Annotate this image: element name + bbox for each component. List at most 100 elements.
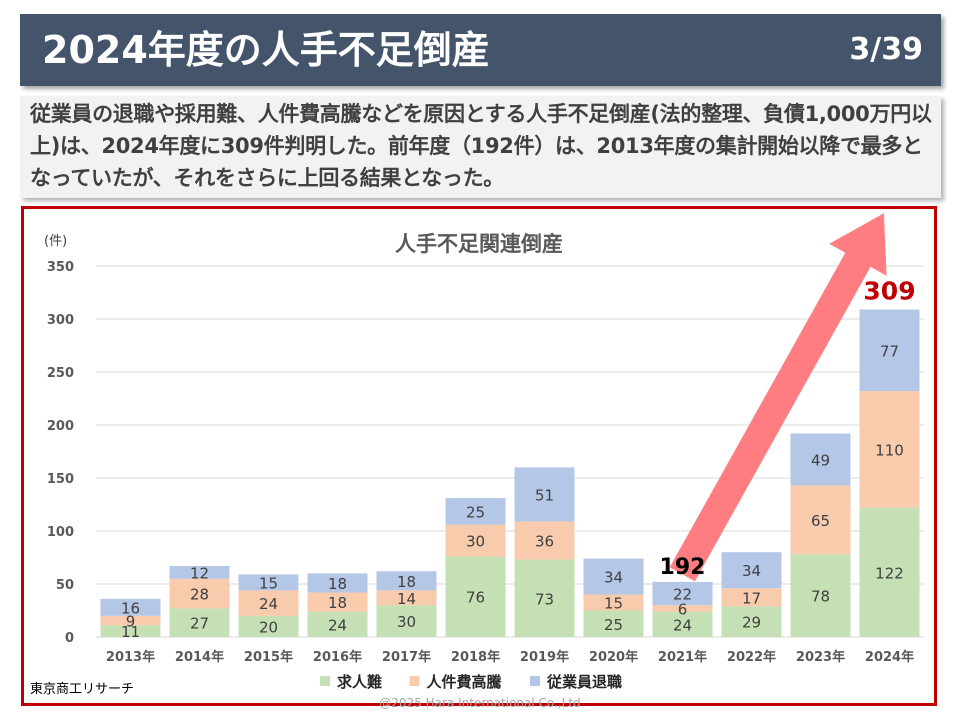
bar-segment: [238, 574, 299, 591]
x-tick-label: 2021年: [658, 649, 707, 665]
data-label: 18: [397, 573, 416, 591]
data-label: 18: [328, 594, 347, 612]
data-label: 51: [535, 486, 554, 504]
bar-segment: [376, 571, 437, 591]
data-label: 20: [259, 618, 278, 636]
bar-segment: [790, 433, 851, 486]
y-tick-label: 50: [56, 578, 74, 593]
legend-swatch: [320, 676, 330, 686]
legend: 求人難 人件費高騰 従業員退職: [320, 673, 622, 691]
data-label: 28: [190, 586, 209, 604]
y-tick-label: 100: [47, 525, 74, 540]
label-layer: 119162013年2728122014年2024152015年24181820…: [106, 276, 916, 665]
data-label: 18: [328, 575, 347, 593]
x-tick-label: 2024年: [865, 649, 914, 665]
bar-segment: [100, 625, 161, 637]
data-label: 65: [811, 512, 830, 530]
data-label: 34: [742, 562, 761, 580]
trend-arrow: [669, 213, 887, 582]
data-label: 16: [121, 599, 140, 617]
copyright-text: @2025 Hara International Co.,Ltd: [379, 696, 581, 710]
bar-segment: [100, 615, 161, 626]
legend-swatch: [409, 676, 420, 686]
data-label: 27: [190, 615, 209, 633]
data-label: 29: [742, 614, 761, 632]
bar-segment: [169, 565, 230, 579]
bar-segment: [514, 521, 575, 560]
bar-segment: [514, 559, 575, 637]
x-tick-label: 2019年: [520, 649, 569, 665]
x-tick-label: 2023年: [796, 649, 845, 665]
bar-segment: [100, 598, 161, 616]
data-label: 24: [673, 616, 692, 634]
bar-segment: [307, 573, 368, 593]
data-label: 36: [535, 533, 554, 551]
bar-layer: [100, 309, 920, 637]
bar-segment: [376, 605, 437, 637]
bar-segment: [721, 552, 782, 589]
bar-segment: [652, 605, 713, 612]
trend-arrow-layer: [669, 213, 887, 582]
summary-text: 従業員の退職や採用難、人件費高騰などを原因とする人手不足倒産(法的整理、負債1,…: [30, 102, 932, 190]
data-label: 12: [190, 564, 209, 582]
bar-segment: [721, 606, 782, 637]
x-tick-label: 2018年: [451, 649, 500, 665]
y-tick-label: 250: [47, 366, 74, 381]
data-label: 30: [397, 613, 416, 631]
bar-segment: [169, 578, 230, 609]
y-tick-label: 200: [47, 419, 74, 434]
bar-segment: [445, 498, 506, 525]
bar-segment: [859, 507, 920, 637]
data-label: 78: [811, 588, 830, 606]
slide-title: 2024年度の人手不足倒産: [42, 28, 490, 72]
legend-label: 人件費高騰: [427, 673, 503, 691]
data-label: 11: [121, 623, 140, 641]
y-axis-unit-label: (件): [44, 234, 67, 249]
data-label: 49: [811, 451, 830, 469]
bar-segment: [238, 615, 299, 637]
bar-segment: [583, 558, 644, 595]
bar-segment: [790, 554, 851, 637]
chart-frame: 0 50 100 150 200 250 300 350 11 9 16 2013年 27 28 12 20…: [21, 206, 937, 706]
bar-segment: [859, 391, 920, 508]
data-label: 77: [880, 342, 899, 360]
bar-segment: [445, 556, 506, 637]
bar-segment: [307, 611, 368, 637]
total-annotation: 309: [863, 276, 915, 305]
bar-segment: [307, 592, 368, 612]
data-label: 24: [328, 616, 347, 634]
chart-title: 人手不足関連倒産: [395, 232, 563, 256]
legend-swatch: [530, 676, 540, 686]
data-label: 15: [259, 574, 278, 592]
data-label: 25: [466, 503, 485, 521]
legend-label: 求人難: [337, 673, 382, 691]
bar-segment: [652, 581, 713, 606]
bar-segment: [859, 309, 920, 392]
y-tick-label: 300: [47, 313, 74, 328]
data-label: 25: [604, 616, 623, 634]
y-tick-label: 0: [65, 631, 74, 646]
page-number: 3/39: [849, 32, 923, 67]
x-tick-label: 2013年: [106, 649, 155, 665]
bar-segment: [169, 608, 230, 637]
bar-segment: [652, 611, 713, 637]
x-tick-label: 2016年: [313, 649, 362, 665]
data-label: 30: [466, 533, 485, 551]
legend-label: 従業員退職: [546, 673, 622, 691]
source-label: 東京商工リサーチ: [30, 681, 134, 697]
data-label: 24: [259, 595, 278, 613]
data-label: 14: [397, 590, 416, 608]
data-label: 15: [604, 595, 623, 613]
bar-segment: [721, 588, 782, 607]
data-label: 34: [604, 569, 623, 587]
y-tick-label: 350: [47, 260, 74, 275]
title-bar: 2024年度の人手不足倒産 3/39: [20, 14, 941, 86]
data-label: 17: [742, 589, 761, 607]
data-label: 6: [678, 600, 688, 618]
x-tick-label: 2017年: [382, 649, 431, 665]
x-tick-label: 2022年: [727, 649, 776, 665]
total-annotation: 192: [660, 555, 706, 580]
x-tick-label: 2020年: [589, 649, 638, 665]
bar-segment: [583, 610, 644, 637]
